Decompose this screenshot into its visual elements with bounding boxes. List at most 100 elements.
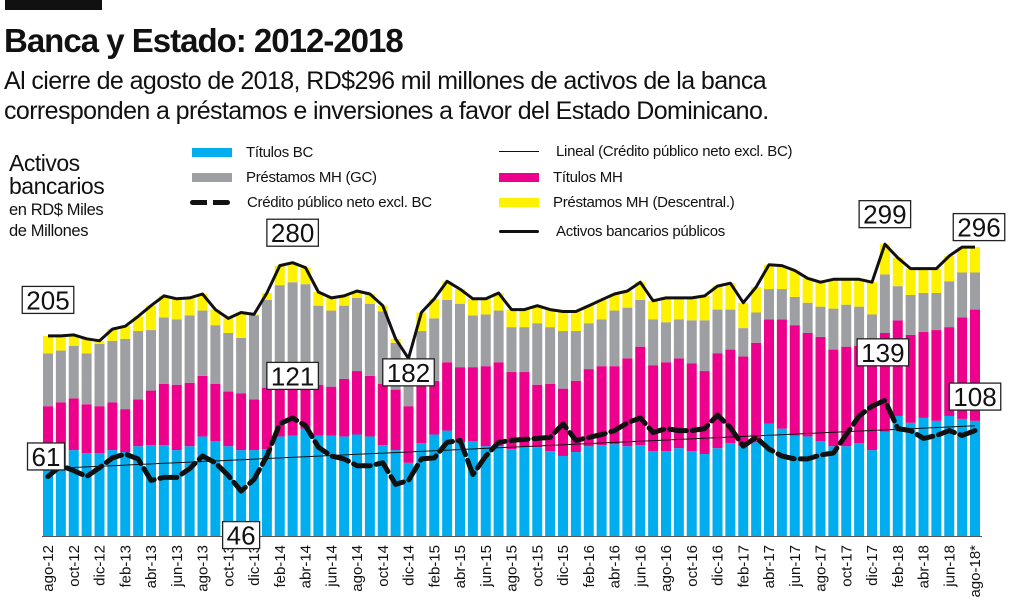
legend-label: Títulos BC (246, 144, 314, 161)
bar-titulos-mh (918, 332, 929, 418)
bar-prestamos-gc (725, 309, 736, 350)
bar-prestamos-descentral (596, 299, 607, 320)
bar-prestamos-descentral (68, 334, 79, 346)
annotation-label: 280 (271, 218, 314, 248)
bar-prestamos-descentral (545, 309, 556, 328)
bar-prestamos-gc (635, 299, 646, 347)
bar-prestamos-gc (944, 281, 955, 328)
annotation-label: 205 (26, 285, 69, 315)
bar-titulos-bc (931, 420, 942, 536)
bar-titulos-mh (802, 332, 813, 437)
bar-titulos-mh (455, 367, 465, 443)
bar-prestamos-gc (841, 304, 852, 347)
bar-prestamos-gc (313, 305, 324, 385)
bar-prestamos-gc (236, 337, 247, 394)
bar-prestamos-gc (751, 312, 762, 343)
bar-prestamos-descentral (261, 292, 272, 300)
legend-titulos-bc: Títulos BC (192, 144, 313, 161)
bar-prestamos-descentral (519, 309, 530, 328)
bar-titulos-mh (609, 366, 620, 445)
bar-titulos-bc (467, 441, 478, 536)
bar-prestamos-descentral (802, 278, 813, 303)
x-tick-label: abr-13 (143, 545, 160, 588)
bar-titulos-bc (609, 444, 620, 536)
y-axis-title: Activos bancarios (9, 152, 105, 198)
bar-titulos-bc (261, 449, 272, 536)
bar-titulos-bc (828, 446, 839, 536)
bar-prestamos-descentral (854, 279, 865, 307)
bar-titulos-bc (94, 453, 105, 536)
bar-prestamos-descentral (738, 302, 749, 329)
bar-titulos-bc (210, 441, 221, 536)
bar-prestamos-gc (648, 319, 659, 366)
bar-prestamos-gc (828, 308, 839, 350)
bar-prestamos-gc (493, 310, 504, 363)
bar-titulos-mh (519, 372, 530, 448)
bar-prestamos-descentral (828, 279, 839, 309)
bar-prestamos-descentral (841, 279, 852, 305)
bar-prestamos-gc (957, 272, 968, 318)
bar-prestamos-descentral (970, 247, 980, 273)
bar-prestamos-gc (364, 303, 375, 376)
bar-titulos-bc (480, 446, 491, 536)
bar-titulos-bc (905, 422, 916, 536)
bar-titulos-mh (712, 353, 723, 449)
bar-prestamos-gc (506, 327, 517, 373)
bar-prestamos-gc (287, 282, 298, 386)
bar-prestamos-descentral (184, 297, 195, 316)
x-tick-label: jun-16 (632, 545, 649, 588)
bar-titulos-bc (120, 452, 131, 536)
bar-titulos-bc (545, 451, 556, 536)
bar-prestamos-gc (867, 314, 877, 350)
bar-prestamos-descentral (364, 293, 375, 304)
bar-titulos-bc (55, 467, 66, 536)
bar-prestamos-descentral (635, 282, 646, 300)
bar-titulos-mh (970, 309, 980, 421)
x-tick-label: jun-13 (169, 545, 186, 588)
bar-titulos-bc (558, 455, 568, 536)
bar-titulos-bc (970, 420, 980, 536)
legend-solid-line (499, 230, 539, 233)
bar-titulos-mh (43, 406, 53, 468)
bar-titulos-mh (300, 378, 311, 429)
bar-prestamos-descentral (661, 297, 671, 323)
bar-prestamos-gc (68, 345, 79, 399)
bar-prestamos-descentral (467, 298, 478, 316)
bar-titulos-mh (249, 399, 259, 451)
bar-titulos-bc (712, 448, 723, 536)
bar-titulos-bc (699, 454, 710, 536)
bar-prestamos-descentral (583, 305, 594, 324)
bar-titulos-mh (596, 366, 607, 446)
bar-titulos-mh (55, 402, 66, 468)
bar-prestamos-descentral (287, 262, 298, 283)
annotation-box (26, 442, 66, 471)
bar-prestamos-descentral (699, 295, 710, 321)
line-credito-publico (45, 397, 978, 494)
annotation-label: 108 (953, 382, 996, 412)
annotation-box (948, 382, 1002, 411)
bar-prestamos-gc (892, 286, 903, 321)
bar-titulos-bc (197, 436, 208, 536)
bar-titulos-bc (287, 435, 298, 536)
bar-prestamos-descentral (55, 335, 66, 351)
bar-titulos-mh (442, 362, 453, 431)
bar-titulos-mh (429, 380, 440, 435)
bar-prestamos-descentral (532, 305, 543, 324)
bar-prestamos-descentral (480, 298, 491, 315)
bar-titulos-mh (287, 385, 298, 436)
bar-prestamos-gc (158, 317, 169, 384)
bar-titulos-mh (326, 386, 337, 436)
bar-titulos-bc (68, 450, 79, 536)
bar-titulos-bc (158, 445, 169, 536)
bar-titulos-mh (622, 358, 633, 447)
bar-titulos-mh (480, 366, 491, 447)
bar-titulos-mh (133, 399, 144, 447)
bar-prestamos-descentral (352, 291, 362, 298)
legend-label: Activos bancarios públicos (556, 223, 725, 240)
bar-titulos-mh (725, 349, 736, 444)
x-tick-label: dic-12 (92, 545, 109, 586)
bar-titulos-bc (313, 435, 324, 536)
bar-titulos-mh (364, 375, 375, 437)
x-tick-label: abr-14 (298, 545, 315, 588)
bar-titulos-mh (841, 346, 852, 447)
